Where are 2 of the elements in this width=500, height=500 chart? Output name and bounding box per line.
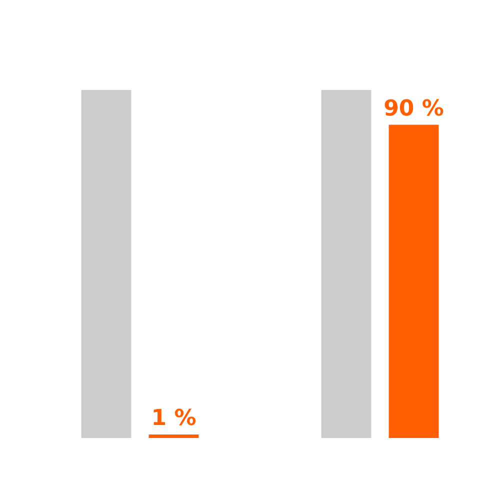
data-label: 90 %	[384, 96, 444, 122]
data-label: 1 %	[151, 406, 196, 432]
